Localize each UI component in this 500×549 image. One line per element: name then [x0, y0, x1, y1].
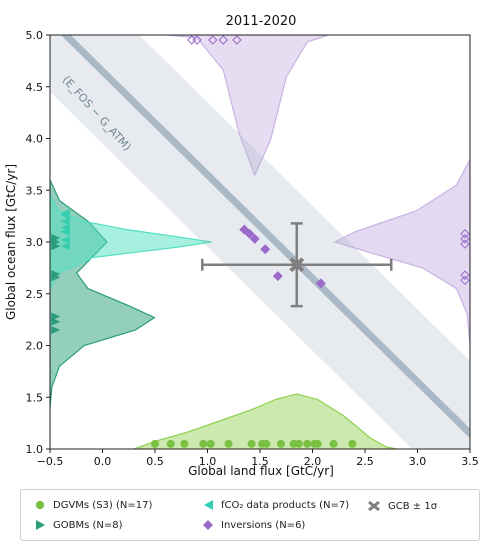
x-tick-label-4: 1.5: [251, 455, 269, 468]
dgvm-land-distribution: [133, 393, 397, 449]
legend-label-fco2: fCO₂ data products (N=7): [221, 499, 350, 511]
series-0-point-16: [303, 439, 312, 448]
x-tick-label-6: 2.5: [356, 455, 374, 468]
legend-item-dgvm: DGVMs (S3) (N=17): [33, 499, 152, 511]
inversion-rug-top-3: [218, 35, 228, 45]
points-layer: [51, 35, 470, 448]
inversion-ocean-distribution: [333, 158, 470, 346]
series-1-point-2: [51, 312, 61, 321]
series-1-point-1: [51, 317, 61, 326]
diagonal-band-layer: [50, 35, 470, 449]
inversion-rug-top-2: [208, 35, 218, 45]
series-0-point-6: [247, 439, 256, 448]
legend: DGVMs (S3) (N=17) GOBMs (N=8) fCO₂ data …: [20, 489, 480, 541]
series-3-point-3: [260, 244, 271, 255]
legend-marker-circle: [35, 500, 45, 510]
y-tick-label-5: 3.5: [26, 184, 44, 197]
series-0-point-4: [206, 439, 215, 448]
inversion-rug-right-4: [460, 229, 470, 239]
legend-marker-diamond: [203, 520, 213, 530]
inversion-land-distribution: [165, 35, 329, 177]
series-0-point-14: [329, 439, 338, 448]
series-3-point-1: [244, 228, 255, 239]
inversion-rug-right-3: [460, 234, 470, 244]
inversion-rug-top-1: [192, 35, 202, 45]
inversion-rug-top-4: [232, 35, 242, 45]
series-0-point-1: [166, 439, 175, 448]
series-0-point-3: [199, 439, 208, 448]
series-1-point-7: [51, 233, 61, 242]
x-tick-label-2: 0.5: [146, 455, 164, 468]
ticks-layer: −0.5 0.0 0.5 1.0 1.5 2.0 2.5 3.0 3.5 1.0 1.5 2.0 2.5…: [26, 29, 479, 468]
series-0-point-0: [151, 439, 159, 448]
legend-item-inversions: Inversions (N=6): [201, 519, 305, 531]
legend-label-inversions: Inversions (N=6): [221, 519, 306, 531]
x-tick-label-1: 0.0: [94, 455, 112, 468]
inversion-rug-right-2: [460, 239, 470, 249]
legend-marker-x: [368, 500, 380, 512]
series-0-point-2: [180, 439, 189, 448]
series-2-point-1: [60, 235, 70, 244]
series-0-point-11: [294, 439, 303, 448]
x-axis-label: Global land flux [GtC/yr]: [188, 464, 334, 478]
series-3-point-5: [315, 278, 326, 289]
series-0-point-13: [313, 439, 322, 448]
legend-item-fco2: fCO₂ data products (N=7): [201, 499, 349, 511]
x-tick-label-8: 3.5: [461, 455, 479, 468]
y-tick-label-2: 2.0: [26, 340, 44, 353]
series-1-point-0: [51, 325, 61, 334]
legend-marker-triangle-right: [36, 520, 45, 530]
x-tick-label-5: 2.0: [304, 455, 322, 468]
inversion-rug-right-0: [460, 275, 470, 286]
legend-label-gcb: GCB ± 1σ: [388, 500, 438, 512]
legend-item-gcb: GCB ± 1σ: [366, 499, 437, 513]
y-tick-label-6: 4.0: [26, 133, 44, 146]
chart-canvas: −0.5 0.0 0.5 1.0 1.5 2.0 2.5 3.0 3.5 1.0 1.5 2.0 2.5…: [4, 14, 479, 478]
diagonal-line: [60, 35, 470, 439]
x-tick-label-0: −0.5: [37, 455, 64, 468]
legend-item-gobm: GOBMs (N=8): [33, 519, 123, 531]
y-tick-label-1: 1.5: [26, 391, 44, 404]
gcb-marker-b: [289, 257, 305, 273]
diagonal-uncertainty-band: [50, 35, 470, 449]
series-0-point-15: [348, 439, 357, 448]
fco2-ocean-distribution: [50, 195, 212, 289]
series-3-point-2: [249, 233, 260, 244]
y-tick-label-7: 4.5: [26, 81, 44, 94]
x-tick-label-7: 3.0: [409, 455, 427, 468]
series-2-point-0: [60, 242, 70, 251]
y-tick-label-4: 3.0: [26, 236, 44, 249]
chart-title: 2011-2020: [226, 14, 297, 29]
series-0-point-8: [262, 439, 271, 448]
legend-label-gobm: GOBMs (N=8): [53, 519, 123, 531]
series-0-point-9: [277, 439, 285, 448]
distribution-layer: [50, 35, 470, 449]
legend-label-dgvm: DGVMs (S3) (N=17): [53, 499, 153, 511]
series-2-point-4: [60, 217, 70, 226]
y-tick-label-0: 1.0: [26, 443, 44, 456]
y-tick-label-8: 5.0: [26, 29, 44, 42]
series-1-point-4: [51, 270, 61, 279]
series-2-point-6: [60, 209, 70, 218]
series-0-point-5: [224, 439, 233, 448]
series-2-point-3: [60, 223, 70, 232]
x-tick-label-3: 1.0: [199, 455, 217, 468]
y-axis-label: Global ocean flux [GtC/yr]: [4, 164, 18, 320]
y-tick-label-3: 2.5: [26, 288, 44, 301]
legend-marker-triangle-left: [204, 500, 213, 510]
series-3-point-4: [272, 271, 283, 282]
inversion-rug-right-1: [460, 270, 470, 280]
